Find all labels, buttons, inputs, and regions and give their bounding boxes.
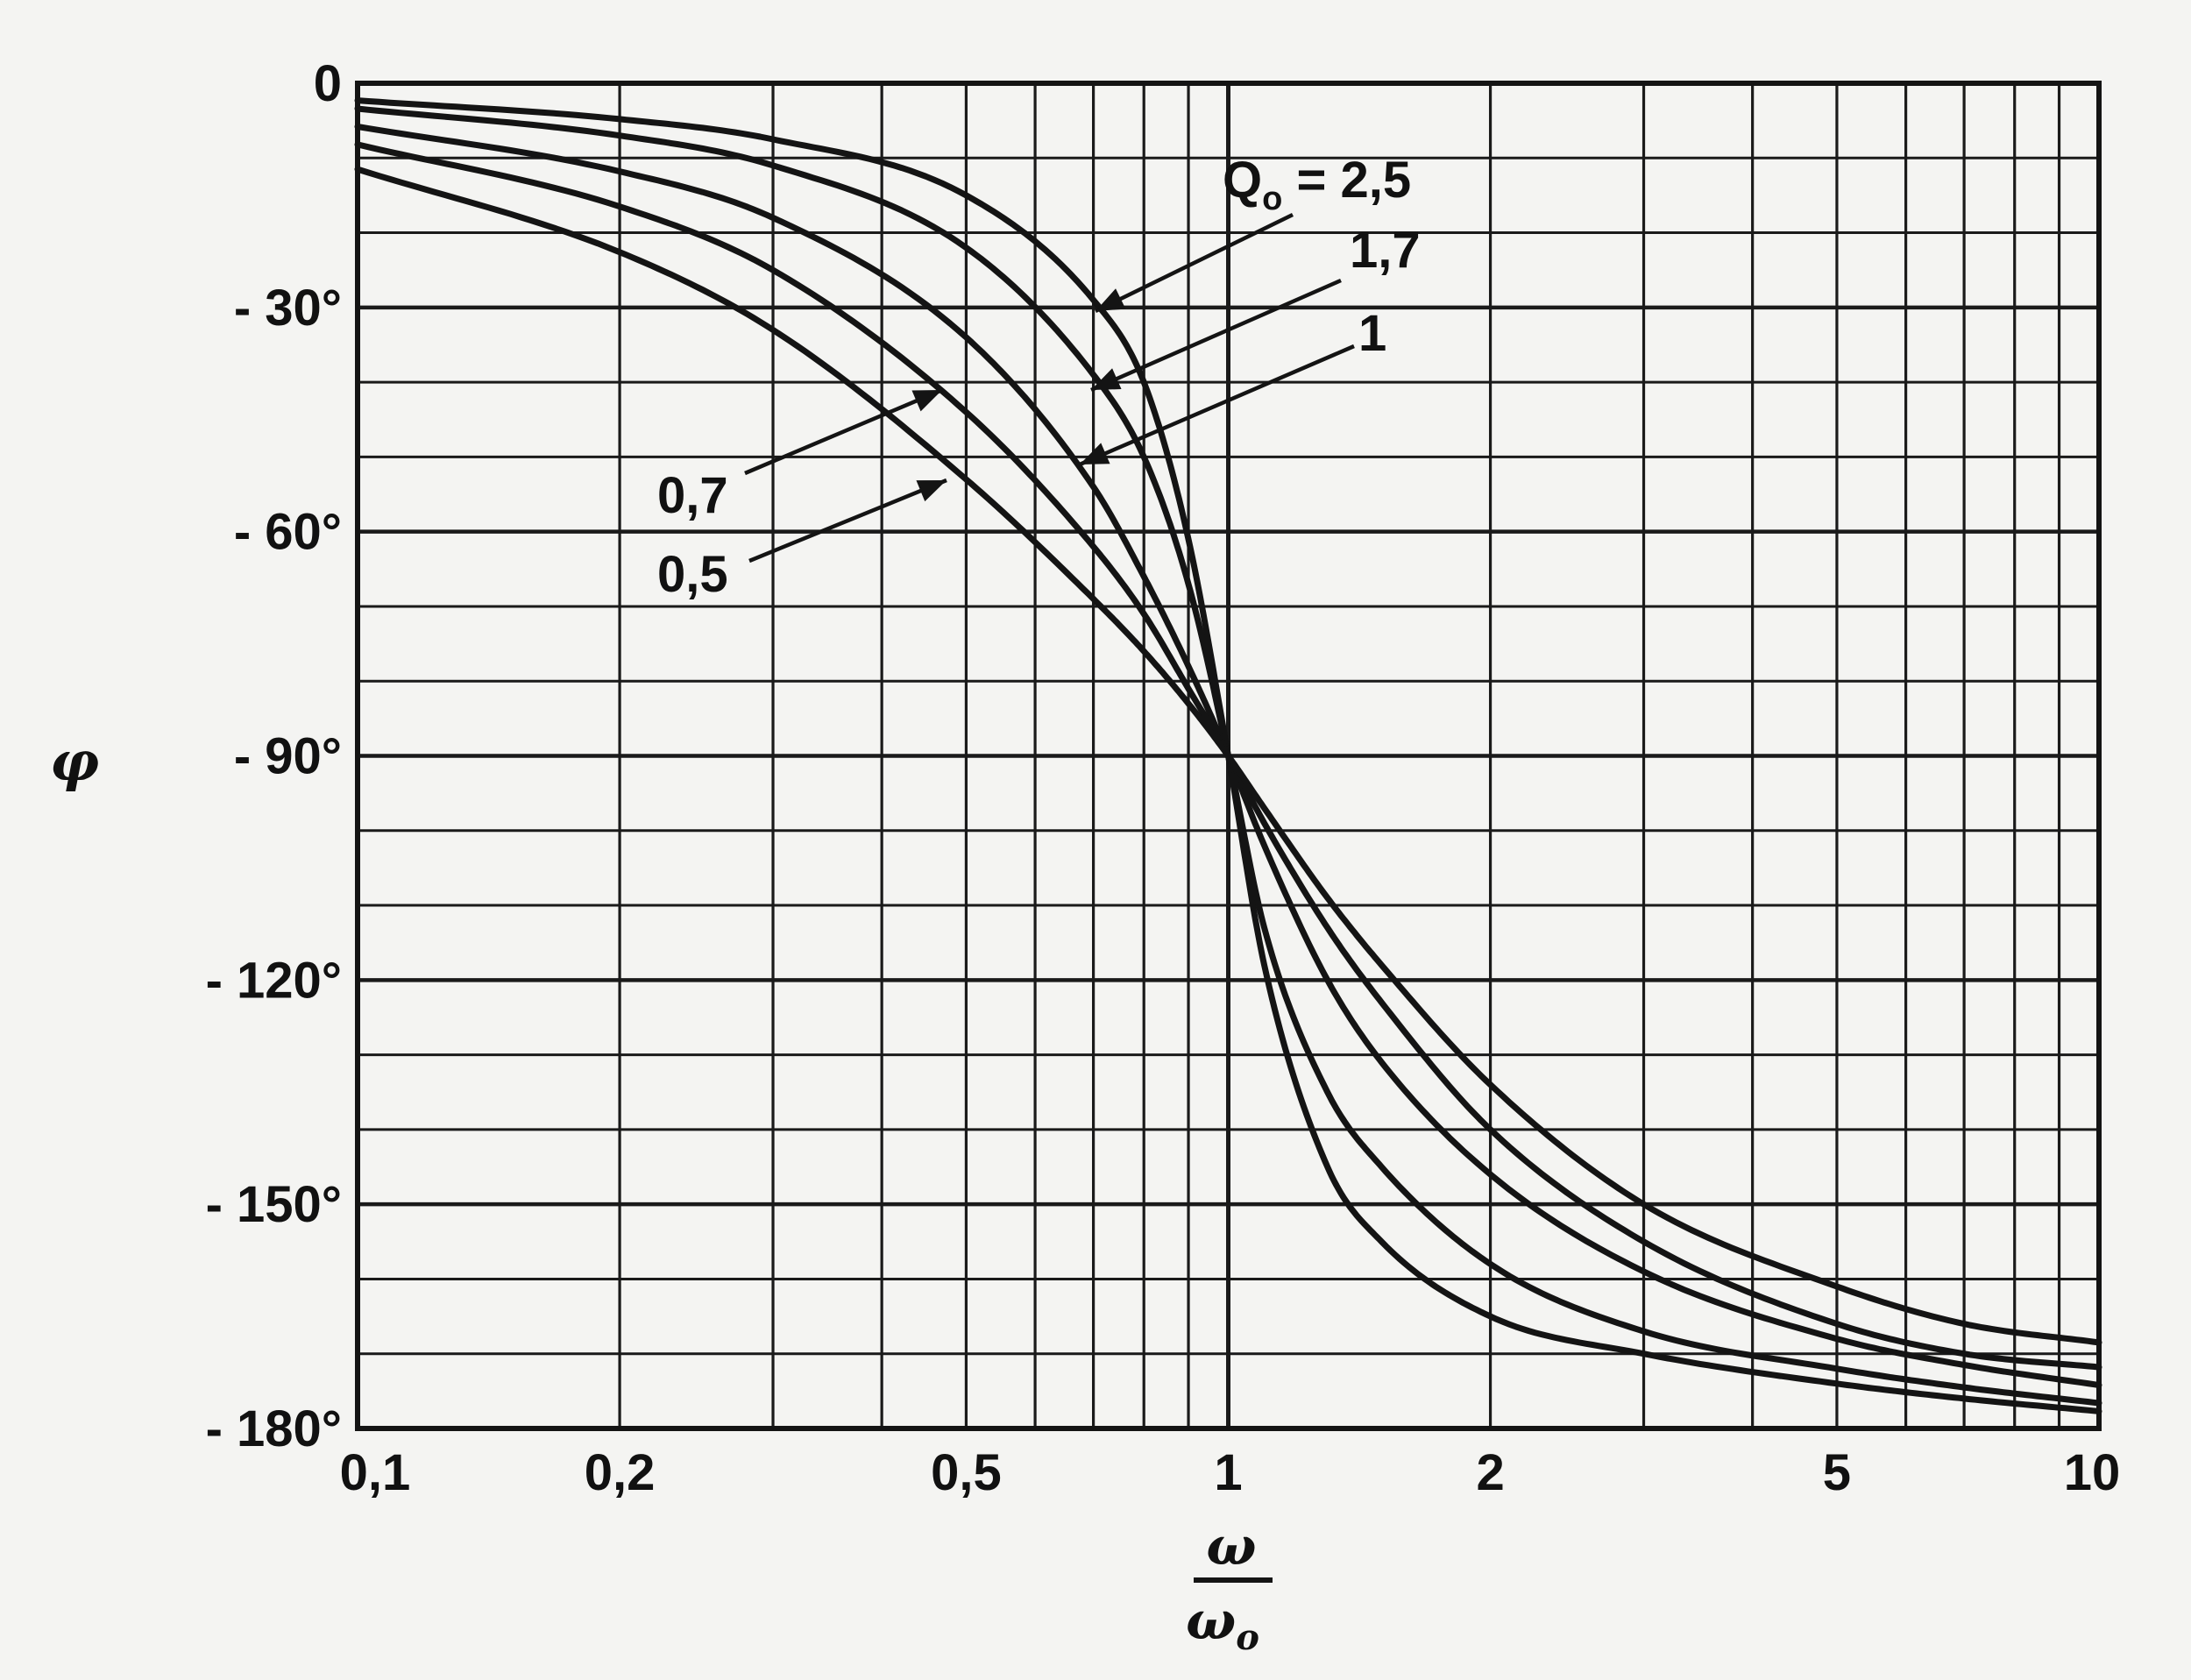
series-curves [354, 97, 2102, 1414]
annotation-leader-q0_7 [744, 387, 943, 476]
y-tick-label: 0 [314, 55, 342, 112]
x-tick-label: 0,1 [340, 1444, 411, 1501]
annotation-label-value: = 2,5 [1282, 152, 1411, 209]
tick-labels: 0,1 0,2 0,5 1 2 5 10 0 - 30° - 60° - 90° - 120° - 15… [206, 55, 2121, 1501]
annotation-arrowhead-q1_7 [1091, 368, 1122, 390]
annotation-label-q1_7: 1,7 [1350, 222, 1421, 279]
annotation-leader-q2_5 [1095, 212, 1294, 314]
annotation-arrowhead-q0_7 [911, 390, 942, 412]
x-axis-label-denominator: ωo [1186, 1591, 1259, 1658]
y-tick-label: - 90° [234, 728, 342, 785]
x-axis-label: ω ωo [1186, 1516, 1273, 1658]
series-curve-q2_5 [354, 97, 2102, 1414]
x-axis-label-numerator: ω [1206, 1516, 1256, 1577]
curve-annotations: Qo = 2,51,710,70,5 [657, 152, 1421, 603]
annotation-label-subscript: o [1262, 181, 1282, 217]
annotation-label-prefix: Q [1223, 152, 1262, 209]
annotation-arrowhead-q2_5 [1096, 288, 1126, 311]
annotation-arrowhead-q1 [1080, 443, 1110, 464]
annotation-leader-q1 [1079, 344, 1355, 467]
series-curve-q0_7 [354, 141, 2102, 1371]
x-tick-label: 10 [2064, 1444, 2121, 1501]
annotation-label-q1: 1 [1358, 305, 1386, 362]
series-curve-q1_7 [354, 105, 2102, 1407]
y-axis-label: φ [50, 729, 99, 793]
annotation-label-q2_5: Qo = 2,5 [1223, 152, 1411, 217]
plot-frame [355, 81, 2102, 1431]
annotation-leader-q0_5 [748, 478, 947, 564]
annotation-label-q0_7: 0,7 [657, 467, 728, 524]
y-tick-label: - 60° [234, 504, 342, 561]
x-tick-label: 5 [1823, 1444, 1851, 1501]
annotation-leader-q1_7 [1090, 278, 1342, 393]
x-tick-label: 0,5 [931, 1444, 1002, 1501]
x-tick-label: 0,2 [585, 1444, 656, 1501]
annotation-arrowhead-q0_5 [916, 480, 947, 502]
series-curve-q0_5 [354, 166, 2102, 1346]
x-tick-label: 2 [1476, 1444, 1504, 1501]
annotation-label-q0_5: 0,5 [657, 546, 728, 603]
y-tick-label: - 150° [206, 1176, 342, 1233]
y-tick-label: - 30° [234, 280, 342, 337]
y-tick-label: - 120° [206, 952, 342, 1009]
x-axis-label-denominator-subscript: o [1236, 1617, 1259, 1658]
x-axis-label-denominator-symbol: ω [1186, 1591, 1236, 1652]
series-curve-q1 [354, 124, 2102, 1388]
y-tick-label: - 180° [206, 1400, 342, 1457]
x-tick-label: 1 [1214, 1444, 1242, 1501]
